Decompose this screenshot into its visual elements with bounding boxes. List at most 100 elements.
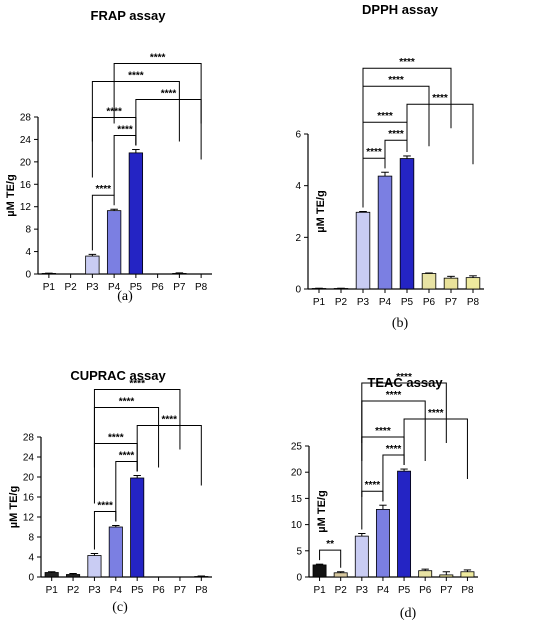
bar-p5 [399,158,415,290]
significance-bracket [113,63,202,124]
x-tick-label-p4: P4 [108,282,121,293]
significance-bracket [361,382,447,444]
significance-label: **** [161,415,177,426]
bar-p6 [418,570,433,578]
x-tick-label-p7: P7 [445,297,458,308]
significance-bracket [362,67,452,129]
x-tick-label-p8: P8 [195,282,208,293]
x-tick-label-p4: P4 [377,585,390,596]
significance-label: **** [366,147,382,158]
y-tick-label: 12 [23,513,35,524]
y-tick-label: 16 [23,493,35,504]
significance-label: **** [128,71,144,82]
y-tick-label: 10 [291,520,303,531]
y-axis-label: µM TE/g [5,174,17,216]
x-tick-label-p3: P3 [86,282,99,293]
significance-label: **** [161,89,177,100]
bar-p3 [85,255,100,275]
x-tick-label-p6: P6 [152,585,165,596]
x-tick-label-p7: P7 [440,585,453,596]
bar-p1 [44,572,59,578]
x-tick-label-p1: P1 [46,585,59,596]
bar-p8 [460,571,475,578]
x-tick-label-p3: P3 [88,585,101,596]
bar-p4 [375,509,390,578]
x-tick-label-p1: P1 [43,282,56,293]
bar-p8 [194,576,209,578]
significance-label: **** [386,390,402,401]
y-tick-label: 0 [295,285,301,296]
bar-p1 [312,564,327,578]
significance-bracket [136,425,202,486]
significance-label: **** [108,433,124,444]
panel-title: DPPH assay [362,2,439,17]
y-tick-label: 28 [23,433,35,444]
y-tick-label: 0 [296,573,302,584]
y-tick-label: 25 [291,442,303,453]
x-tick-label-p8: P8 [461,585,474,596]
y-tick-label: 4 [295,181,301,192]
significance-label: **** [97,501,113,512]
significance-label: **** [399,57,415,68]
bar-p3 [355,211,371,290]
significance-label: **** [428,408,444,419]
y-tick-label: 16 [20,180,32,191]
panel-label: (c) [112,600,128,615]
significance-label: **** [432,93,448,104]
y-tick-label: 8 [25,225,31,236]
y-tick-label: 8 [28,533,34,544]
y-tick-label: 15 [291,494,303,505]
x-tick-label-p6: P6 [152,282,165,293]
significance-label: **** [396,372,412,383]
x-tick-label-p7: P7 [174,585,187,596]
x-tick-label-p3: P3 [357,297,370,308]
x-tick-label-p5: P5 [398,585,411,596]
x-tick-label-p4: P4 [110,585,123,596]
bar-p4 [108,526,123,578]
panel-dpph: DPPH assay µM TE/g 0 2 4 6 P1 P2 P3 P4 P5 P6 P7 P8 ***… [295,2,484,331]
significance-label: **** [119,451,135,462]
x-tick-label-p7: P7 [173,282,186,293]
y-axis-label: µM TE/g [315,190,327,232]
significance-label: **** [377,111,393,122]
panel-label: (b) [392,316,409,331]
significance-label: ** [326,539,334,550]
x-tick-label-p3: P3 [356,585,369,596]
y-tick-label: 2 [295,233,301,244]
x-tick-label-p8: P8 [195,585,208,596]
significance-label: **** [119,397,135,408]
y-axis-label: µM TE/g [8,486,20,528]
significance-bracket [403,418,468,480]
significance-label: **** [365,480,381,491]
bar-p7 [172,273,187,275]
significance-label: **** [386,444,402,455]
bar-p3 [87,555,102,578]
x-tick-label-p8: P8 [467,297,480,308]
x-tick-label-p2: P2 [65,282,78,293]
x-tick-label-p2: P2 [67,585,80,596]
significance-label: **** [388,75,404,86]
y-tick-label: 20 [23,473,35,484]
panel-title: TEAC assay [367,375,443,390]
x-tick-label-p6: P6 [423,297,436,308]
significance-bracket [319,549,342,568]
bar-p4 [377,175,393,290]
x-tick-label-p5: P5 [130,282,143,293]
panel-label: (a) [117,289,133,304]
bar-p8 [465,277,481,290]
y-tick-label: 4 [28,553,34,564]
significance-label: **** [117,125,133,136]
panel-label: (d) [400,606,417,621]
significance-label: **** [150,53,166,64]
y-tick-label: 20 [20,157,32,168]
x-tick-label-p6: P6 [419,585,432,596]
significance-bracket [93,389,181,450]
y-tick-label: 28 [20,113,32,124]
significance-bracket [91,194,115,251]
x-tick-label-p2: P2 [335,585,348,596]
y-axis-label: µM TE/g [316,490,328,532]
significance-label: **** [388,129,404,140]
bar-p2 [333,572,348,578]
bar-p5 [130,477,145,578]
